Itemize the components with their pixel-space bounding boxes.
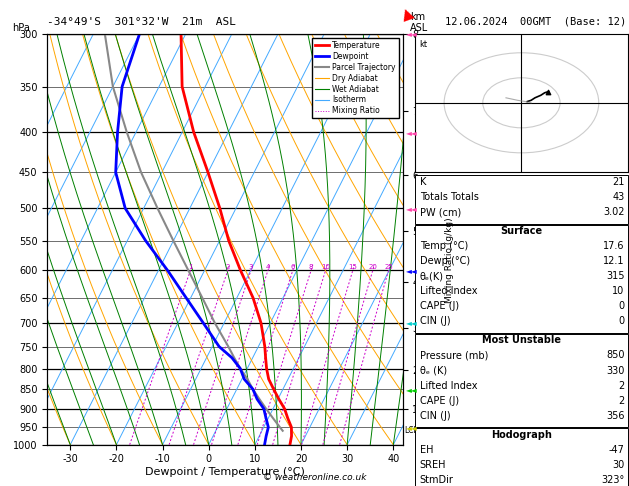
Text: © weatheronline.co.uk: © weatheronline.co.uk: [263, 473, 366, 482]
Legend: Temperature, Dewpoint, Parcel Trajectory, Dry Adiabat, Wet Adiabat, Isotherm, Mi: Temperature, Dewpoint, Parcel Trajectory…: [313, 38, 399, 119]
Text: 21: 21: [612, 177, 625, 187]
Text: Mixing Ratio (g/kg): Mixing Ratio (g/kg): [445, 217, 454, 303]
Text: hPa: hPa: [12, 23, 30, 33]
Text: CIN (J): CIN (J): [420, 411, 450, 421]
Text: CAPE (J): CAPE (J): [420, 301, 459, 312]
Text: 10: 10: [321, 264, 330, 270]
Text: StmDir: StmDir: [420, 475, 454, 485]
Text: 30: 30: [613, 460, 625, 470]
Text: 3.02: 3.02: [603, 207, 625, 217]
Text: Hodograph: Hodograph: [491, 430, 552, 440]
Text: 6: 6: [291, 264, 295, 270]
Text: 25: 25: [384, 264, 393, 270]
Text: CAPE (J): CAPE (J): [420, 396, 459, 406]
Text: 8: 8: [309, 264, 313, 270]
Text: kt: kt: [419, 40, 427, 49]
Text: EH: EH: [420, 445, 433, 455]
Text: SREH: SREH: [420, 460, 446, 470]
Text: K: K: [420, 177, 426, 187]
Text: LCL: LCL: [404, 426, 418, 435]
Text: 15: 15: [348, 264, 357, 270]
Text: ◄◄: ◄◄: [406, 266, 418, 275]
Text: 4: 4: [265, 264, 270, 270]
Text: 20: 20: [369, 264, 377, 270]
Text: ▲: ▲: [399, 5, 416, 23]
Text: Pressure (mb): Pressure (mb): [420, 350, 488, 361]
Text: Totals Totals: Totals Totals: [420, 192, 479, 202]
Text: Lifted Index: Lifted Index: [420, 381, 477, 391]
Text: CIN (J): CIN (J): [420, 316, 450, 327]
Text: 10: 10: [613, 286, 625, 296]
Text: 2: 2: [226, 264, 230, 270]
Text: 12.1: 12.1: [603, 256, 625, 266]
Text: ◄◄: ◄◄: [406, 204, 418, 213]
Text: 315: 315: [606, 271, 625, 281]
Text: 12.06.2024  00GMT  (Base: 12): 12.06.2024 00GMT (Base: 12): [445, 17, 626, 27]
Text: 0: 0: [618, 301, 625, 312]
X-axis label: Dewpoint / Temperature (°C): Dewpoint / Temperature (°C): [145, 467, 305, 477]
Text: Surface: Surface: [501, 226, 542, 236]
Text: PW (cm): PW (cm): [420, 207, 461, 217]
Text: 17.6: 17.6: [603, 241, 625, 251]
Text: Most Unstable: Most Unstable: [482, 335, 561, 346]
Text: 2: 2: [618, 381, 625, 391]
Text: ◄◄: ◄◄: [406, 423, 418, 432]
Text: 3: 3: [248, 264, 253, 270]
Text: -34°49'S  301°32'W  21m  ASL: -34°49'S 301°32'W 21m ASL: [47, 17, 236, 27]
Text: -47: -47: [609, 445, 625, 455]
Text: 0: 0: [618, 316, 625, 327]
Text: θₑ(K): θₑ(K): [420, 271, 443, 281]
Text: km
ASL: km ASL: [409, 12, 428, 33]
Text: 1: 1: [188, 264, 192, 270]
Text: Lifted Index: Lifted Index: [420, 286, 477, 296]
Text: 43: 43: [613, 192, 625, 202]
Text: 356: 356: [606, 411, 625, 421]
Text: θₑ (K): θₑ (K): [420, 365, 447, 376]
Text: 850: 850: [606, 350, 625, 361]
Text: ◄◄: ◄◄: [406, 385, 418, 394]
Text: ◄◄: ◄◄: [406, 318, 418, 328]
Text: ◄◄: ◄◄: [406, 30, 418, 38]
Text: ◄◄: ◄◄: [406, 128, 418, 137]
Point: [543, 87, 554, 95]
Text: 2: 2: [618, 396, 625, 406]
Text: Dewp (°C): Dewp (°C): [420, 256, 470, 266]
Text: Temp (°C): Temp (°C): [420, 241, 468, 251]
Text: 323°: 323°: [601, 475, 625, 485]
Text: 330: 330: [606, 365, 625, 376]
